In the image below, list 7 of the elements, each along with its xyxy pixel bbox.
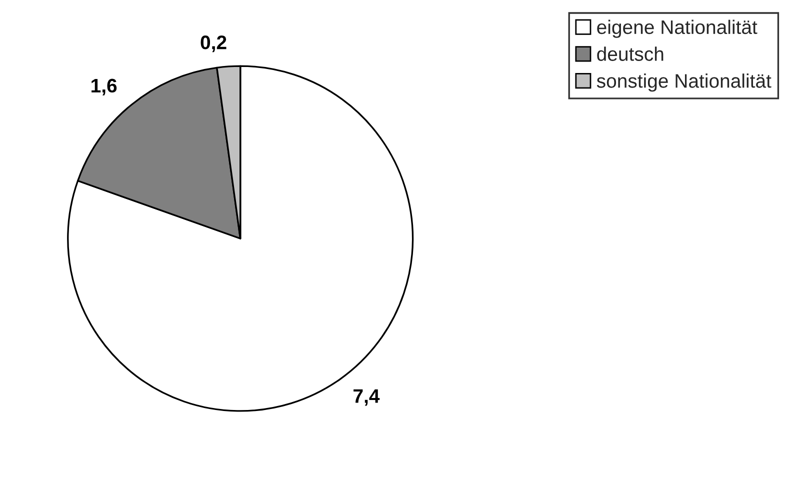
- legend-label: eigene Nationalität: [597, 20, 758, 38]
- legend-label: deutsch: [597, 46, 664, 61]
- pie-slice: [67, 65, 414, 412]
- data-label: 1,6: [92, 78, 117, 96]
- legend-label: sonstige Nationalität: [596, 74, 772, 92]
- data-label: 7,4: [354, 389, 380, 406]
- data-label: 0,2: [200, 36, 226, 52]
